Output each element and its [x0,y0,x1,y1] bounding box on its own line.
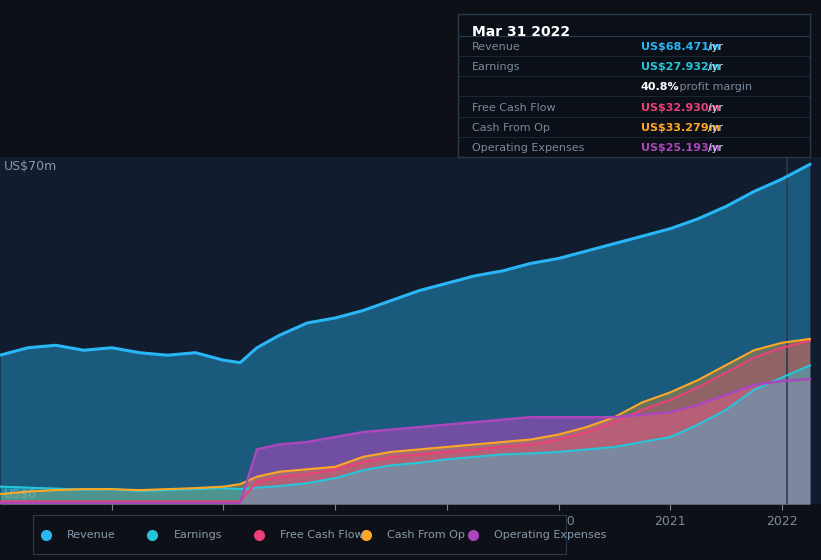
Text: Free Cash Flow: Free Cash Flow [281,530,364,540]
Text: /yr: /yr [708,123,722,133]
Text: 40.8%: 40.8% [641,82,680,92]
Text: Free Cash Flow: Free Cash Flow [472,102,556,113]
Text: US$33.279m: US$33.279m [641,123,720,133]
Text: US$68.471m: US$68.471m [641,42,720,52]
Text: US$0: US$0 [4,488,37,501]
Text: Earnings: Earnings [472,62,521,72]
Text: Operating Expenses: Operating Expenses [472,143,585,153]
Text: US$70m: US$70m [4,160,57,173]
Text: Cash From Op: Cash From Op [472,123,550,133]
Text: US$25.193m: US$25.193m [641,143,720,153]
Text: Revenue: Revenue [67,530,116,540]
Text: /yr: /yr [708,143,722,153]
Text: /yr: /yr [708,102,722,113]
Text: US$32.930m: US$32.930m [641,102,720,113]
Text: /yr: /yr [708,62,722,72]
Text: profit margin: profit margin [676,82,752,92]
Text: Operating Expenses: Operating Expenses [494,530,606,540]
Text: /yr: /yr [708,42,722,52]
Text: Revenue: Revenue [472,42,521,52]
Text: Earnings: Earnings [174,530,222,540]
Text: US$27.932m: US$27.932m [641,62,720,72]
Text: Mar 31 2022: Mar 31 2022 [472,25,571,39]
Text: Cash From Op: Cash From Op [388,530,465,540]
